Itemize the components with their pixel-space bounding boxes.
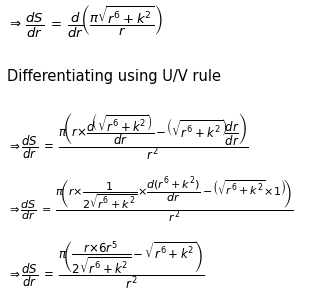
Text: $\Rightarrow\dfrac{dS}{dr}\;=\;\dfrac{\pi\!\left(\dfrac{r{\times}6r^5}{2\sqrt{r^: $\Rightarrow\dfrac{dS}{dr}\;=\;\dfrac{\p… xyxy=(7,240,204,291)
Text: Differentiating using U/V rule: Differentiating using U/V rule xyxy=(7,69,220,84)
Text: $\Rightarrow\dfrac{dS}{dr}\;=\;\dfrac{\pi\!\left(r{\times}\dfrac{d\!\left(\sqrt{: $\Rightarrow\dfrac{dS}{dr}\;=\;\dfrac{\p… xyxy=(7,111,248,162)
Text: $\Rightarrow\dfrac{dS}{dr}\;=\;\dfrac{\pi\!\left(r{\times}\dfrac{1}{2\sqrt{r^6+k: $\Rightarrow\dfrac{dS}{dr}\;=\;\dfrac{\p… xyxy=(7,176,293,226)
Text: $\Rightarrow\,\dfrac{dS}{dr}\;=\;\dfrac{d}{dr}\!\left(\dfrac{\pi\sqrt{r^6+k^2}}{: $\Rightarrow\,\dfrac{dS}{dr}\;=\;\dfrac{… xyxy=(7,3,163,40)
